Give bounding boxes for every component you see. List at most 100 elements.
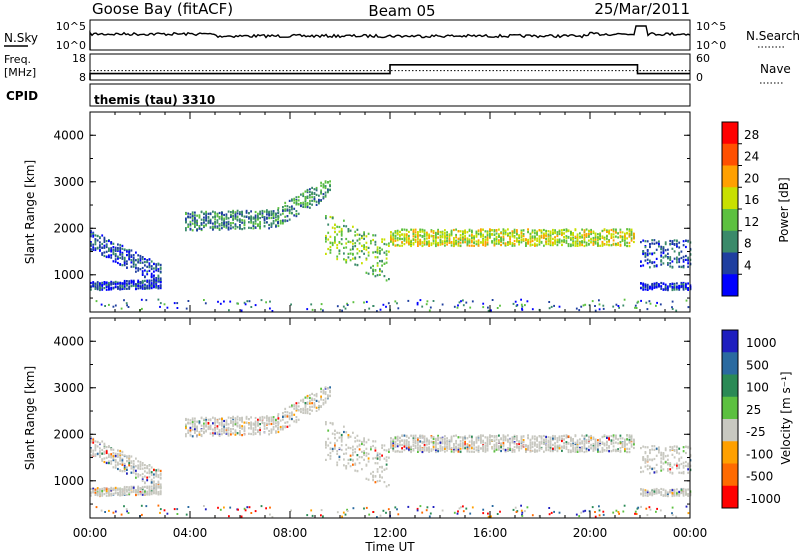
velocity-cell [455, 439, 457, 443]
velocity-cell [232, 418, 234, 421]
velocity-cell [601, 441, 604, 444]
velocity-cell [547, 436, 550, 439]
velocity-cell [155, 473, 158, 476]
velocity-cell [567, 435, 570, 438]
velocity-cell [493, 443, 496, 446]
velocity-cell [423, 437, 426, 440]
velocity-cell [396, 443, 399, 446]
power-cell [90, 248, 92, 251]
power-cell [516, 230, 518, 233]
velocity-cell [254, 428, 257, 431]
power-cell [628, 235, 631, 238]
velocity-cell [394, 443, 397, 446]
velocity-cell [381, 476, 383, 479]
velocity-cell [588, 448, 590, 451]
velocity-cell [498, 439, 500, 442]
power-cell [417, 242, 419, 245]
power-cell [153, 279, 155, 282]
power-cell [419, 228, 422, 231]
power-cell [245, 215, 248, 218]
power-cell [227, 210, 230, 213]
power-cell [148, 264, 151, 267]
power-cell [139, 259, 142, 262]
velocity-cell [243, 421, 246, 424]
velocity-cell [502, 435, 505, 438]
velocity-cell [325, 442, 327, 445]
velocity-cell [324, 401, 327, 404]
power-cell [100, 303, 103, 306]
velocity-cell [374, 462, 377, 465]
power-cell [676, 282, 678, 285]
power-cell [462, 235, 464, 238]
power-cell [421, 230, 424, 233]
velocity-cell [126, 472, 128, 475]
power-cell [425, 303, 428, 306]
velocity-cell [669, 468, 672, 471]
power-cell [667, 285, 669, 288]
velocity-cell [291, 417, 293, 420]
power-cell [196, 228, 198, 231]
velocity-cell [324, 400, 327, 403]
velocity-cell [502, 434, 505, 437]
power-cell [225, 222, 228, 225]
power-cell [572, 240, 574, 243]
velocity-cell [137, 485, 140, 488]
power-cell [246, 300, 249, 303]
power-cell [295, 210, 298, 213]
nsky-line [89, 25, 691, 50]
velocity-cell [137, 475, 140, 478]
power-cell [345, 242, 348, 245]
power-cell [254, 220, 257, 223]
velocity-cell [150, 471, 153, 474]
power-cell [466, 238, 469, 241]
velocity-cell [105, 450, 108, 453]
power-cell [266, 216, 268, 219]
power-cell [450, 230, 453, 233]
power-cell [583, 244, 586, 248]
power-cell [132, 283, 135, 286]
velocity-cell [459, 442, 462, 445]
power-cell [185, 217, 187, 220]
power-cell [157, 298, 160, 301]
velocity-cell [108, 460, 110, 463]
power-cell [329, 215, 332, 219]
velocity-cell [543, 442, 545, 445]
power-cell [621, 239, 624, 242]
power-cell [155, 263, 158, 266]
power-cell [209, 226, 212, 229]
power-cell [313, 196, 316, 199]
velocity-cell [112, 452, 115, 455]
velocity-cell [130, 461, 133, 464]
velocity-cell [141, 493, 144, 496]
velocity-cell [480, 440, 482, 443]
power-cell [119, 281, 122, 285]
power-cell [606, 230, 608, 233]
power-cell [462, 299, 464, 302]
velocity-cell [414, 439, 417, 442]
velocity-cell [248, 432, 250, 435]
power-cell [374, 240, 377, 243]
velocity-cell [313, 398, 316, 401]
power-cell [576, 243, 579, 246]
power-cell [230, 227, 232, 230]
velocity-cell [549, 442, 552, 445]
velocity-cell [128, 460, 131, 463]
power-cell [511, 244, 514, 247]
power-cell [565, 228, 568, 231]
power-cell [207, 212, 210, 215]
power-cell [230, 222, 232, 225]
power-cell [148, 262, 151, 265]
velocity-cell [306, 401, 309, 404]
velocity-cell [592, 442, 595, 446]
velocity-cell [680, 471, 683, 475]
velocity-cell [340, 433, 343, 437]
velocity-cell [198, 433, 201, 436]
power-cell [135, 283, 137, 286]
velocity-cell [159, 491, 162, 494]
power-cell [642, 282, 645, 285]
velocity-cell [644, 465, 647, 468]
power-cell [457, 237, 460, 240]
velocity-cell [187, 421, 190, 424]
velocity-cell [108, 487, 110, 491]
velocity-cell [390, 442, 392, 445]
